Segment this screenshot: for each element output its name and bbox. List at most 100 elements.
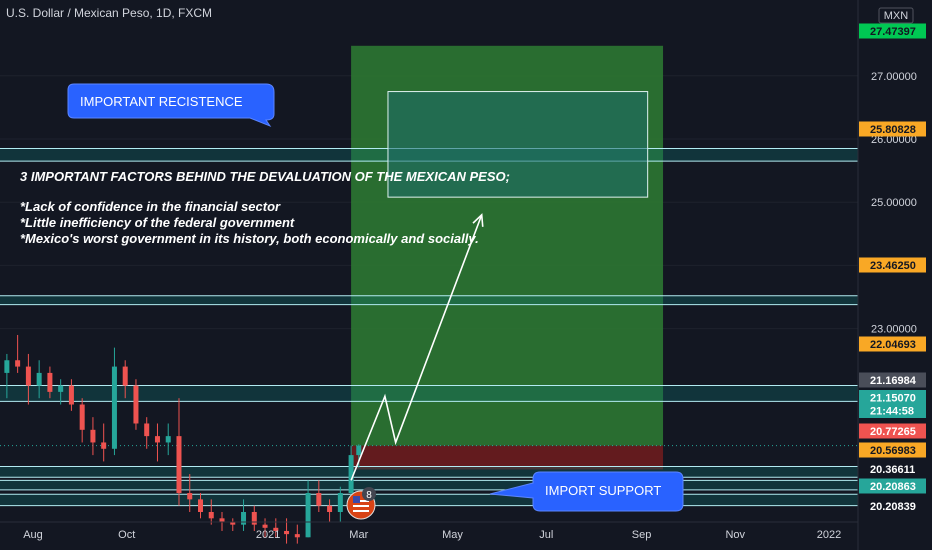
candle-body	[58, 385, 64, 392]
price-tag-countdown: 21:44:58	[870, 406, 914, 418]
candle-body	[165, 436, 171, 443]
candle-body	[348, 455, 354, 494]
candle-body	[251, 512, 257, 525]
candle-body	[208, 512, 214, 519]
note-line: *Little inefficiency of the federal gove…	[20, 215, 295, 230]
price-tag-label: 27.47397	[870, 26, 916, 38]
candle-body	[15, 360, 21, 367]
price-tag-bg	[859, 372, 926, 388]
price-tag-bg	[859, 461, 926, 477]
x-tick-label: Jul	[539, 529, 553, 541]
y-tick-label: 27.00000	[871, 71, 917, 83]
candle-body	[68, 385, 74, 405]
target-box	[387, 91, 649, 198]
candle-body	[337, 493, 343, 512]
price-tag: 25.80828	[859, 121, 926, 137]
economic-event-flag-icon[interactable]: 8	[346, 487, 376, 520]
price-tag-bg	[859, 442, 926, 458]
level-band	[0, 494, 858, 506]
price-tag: 22.04693	[859, 336, 926, 352]
x-tick-label: Mar	[349, 529, 368, 541]
projection-arrowhead	[472, 213, 484, 227]
x-tick-label: 2022	[817, 529, 841, 541]
price-tag-bg	[859, 257, 926, 273]
price-tag-bg	[859, 390, 926, 418]
price-tag-label: 23.46250	[870, 260, 916, 272]
candle-body	[122, 366, 128, 386]
candle-body	[262, 524, 268, 528]
candle-body	[241, 512, 247, 525]
price-tag: 27.47397	[859, 23, 926, 39]
candle-body	[230, 521, 236, 525]
candles	[4, 334, 362, 544]
price-tags: 27.47397 25.80828 23.46250 22.04693 21.16984…	[859, 23, 926, 514]
x-tick-label: Aug	[23, 529, 43, 541]
price-tag-label: 20.20863	[870, 481, 916, 493]
candle-body	[305, 493, 311, 538]
symbol-title: U.S. Dollar / Mexican Peso, 1D, FXCM	[6, 6, 212, 20]
x-axis[interactable]: Aug Oct 2021 Mar May Jul Sep Nov 2022	[23, 529, 841, 541]
candle-body	[356, 445, 362, 456]
price-tag: 20.77265	[859, 423, 926, 439]
candle-body	[101, 442, 107, 449]
stop-zone	[351, 445, 664, 470]
note-line: *Mexico's worst government in its histor…	[20, 231, 479, 246]
price-tag-bg	[859, 498, 926, 514]
candle-body	[79, 404, 85, 430]
price-tag-bg	[859, 423, 926, 439]
candle-body	[154, 436, 160, 443]
price-tag: 20.20863	[859, 478, 926, 494]
price-tag-label: 20.77265	[870, 426, 916, 438]
price-tag-bg	[859, 478, 926, 494]
price-tag-label: 20.36611	[870, 464, 915, 476]
candle-body	[284, 530, 290, 535]
price-tag-bg	[859, 23, 926, 39]
event-badge-count: 8	[366, 490, 372, 501]
resistance-label: IMPORTANT RECISTENCE	[80, 94, 243, 109]
candle-body	[4, 360, 10, 373]
level-band	[0, 295, 858, 305]
x-tick-label: Oct	[118, 529, 135, 541]
price-tag: 20.36611	[859, 461, 926, 477]
price-tag-label: 20.56983	[870, 445, 916, 457]
support-label: IMPORT SUPPORT	[545, 483, 661, 498]
candle-body	[36, 372, 42, 386]
price-tag: 20.20839	[859, 498, 926, 514]
candle-body	[111, 366, 117, 449]
candle-body	[294, 534, 300, 538]
candle-body	[327, 505, 333, 512]
candle-body	[187, 493, 193, 500]
candle-body	[133, 385, 139, 424]
price-tag-label: 21.15070	[870, 393, 916, 405]
resistance-callout[interactable]: IMPORTANT RECISTENCE	[67, 83, 275, 128]
level-band	[0, 385, 858, 402]
y-tick-label: 23.00000	[871, 324, 917, 336]
price-tag-label: 25.80828	[870, 124, 916, 136]
candle-body	[197, 499, 203, 512]
price-tag: 21.16984	[859, 372, 926, 388]
price-tag-label: 21.16984	[870, 375, 917, 387]
candle-body	[90, 429, 96, 443]
price-tag-bg	[859, 121, 926, 137]
candle-body	[273, 527, 279, 531]
currency-label: MXN	[878, 7, 914, 24]
candle-body	[144, 423, 150, 437]
level-band	[0, 480, 858, 490]
price-tag: 23.46250	[859, 257, 926, 273]
level-band	[0, 466, 858, 478]
currency-text: MXN	[884, 10, 909, 22]
x-tick-label: 2021	[256, 529, 280, 541]
price-tag-bg	[859, 336, 926, 352]
candle-body	[219, 518, 225, 522]
candle-body	[316, 493, 322, 506]
candle-body	[25, 366, 31, 386]
support-callout[interactable]: IMPORT SUPPORT	[489, 471, 684, 512]
price-tag-label: 22.04693	[870, 339, 916, 351]
y-tick-label: 26.00000	[871, 134, 917, 146]
candle-body	[176, 436, 182, 494]
x-tick-label: Sep	[632, 529, 652, 541]
x-tick-label: Nov	[725, 529, 745, 541]
price-tag: 20.56983	[859, 442, 926, 458]
